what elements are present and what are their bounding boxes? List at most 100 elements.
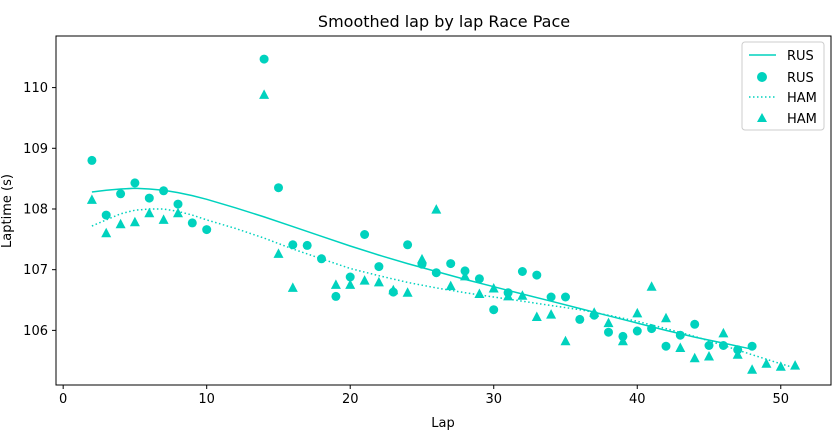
plot-area bbox=[86, 54, 801, 374]
ham-lap-point bbox=[460, 270, 470, 281]
legend-rus-marker-label: RUS bbox=[787, 71, 814, 86]
rus-lap-point bbox=[288, 240, 298, 250]
rus-lap-point bbox=[259, 54, 269, 64]
rus-lap-point bbox=[87, 155, 97, 165]
rus-lap-point bbox=[159, 186, 169, 196]
ham-lap-point bbox=[129, 216, 140, 227]
rus-lap-point bbox=[202, 225, 212, 235]
ham-lap-point bbox=[86, 194, 97, 204]
rus-lap-point bbox=[661, 341, 671, 351]
ham-lap-point bbox=[144, 207, 155, 218]
x-tick-label: 40 bbox=[629, 392, 646, 407]
ham-lap-point bbox=[790, 360, 801, 370]
rus-lap-point bbox=[116, 189, 126, 199]
rus-lap-point bbox=[101, 210, 111, 220]
x-tick-label: 20 bbox=[342, 392, 359, 407]
ham-lap-point bbox=[747, 364, 758, 374]
rus-lap-point bbox=[144, 193, 154, 203]
rus-lap-point bbox=[632, 326, 642, 336]
legend-box bbox=[741, 41, 825, 131]
ham-lap-point bbox=[373, 276, 384, 287]
ham-lap-point bbox=[646, 281, 657, 291]
ham-lap-point bbox=[417, 253, 427, 264]
rus-lap-point bbox=[675, 330, 685, 340]
legend-ham-line-label: HAM bbox=[787, 91, 817, 106]
ham-lap-point bbox=[445, 280, 456, 291]
x-tick-label: 50 bbox=[772, 392, 789, 407]
rus-lap-point bbox=[403, 240, 413, 250]
rus-lap-point bbox=[345, 272, 355, 282]
rus-lap-point bbox=[704, 341, 714, 350]
legend: RUS RUS HAM HAM bbox=[741, 41, 825, 131]
rus-lap-point bbox=[331, 291, 341, 301]
rus-lap-point bbox=[187, 218, 197, 228]
rus-lap-point bbox=[647, 324, 657, 334]
ham-lap-point bbox=[431, 204, 442, 214]
ham-lap-point bbox=[287, 282, 298, 292]
x-axis: 0 10 20 30 40 50 bbox=[59, 385, 789, 407]
rus-lap-point bbox=[360, 230, 370, 239]
rus-lap-point bbox=[489, 305, 499, 315]
y-tick-label: 109 bbox=[23, 142, 48, 157]
y-tick-label: 108 bbox=[23, 202, 48, 217]
ham-lap-point bbox=[689, 352, 700, 363]
rus-lap-point bbox=[747, 341, 757, 351]
y-axis: 106 107 108 109 110 bbox=[23, 81, 56, 339]
ham-lap-point bbox=[330, 279, 341, 289]
x-tick-label: 30 bbox=[485, 392, 502, 407]
ham-lap-point bbox=[115, 218, 126, 229]
legend-ham-marker-label: HAM bbox=[787, 112, 817, 127]
ham-lap-point bbox=[158, 214, 169, 224]
chart-title: Smoothed lap by lap Race Pace bbox=[318, 12, 570, 31]
legend-rus-marker-swatch bbox=[757, 72, 767, 82]
rus-lap-point bbox=[474, 274, 484, 284]
rus-lap-point bbox=[431, 268, 441, 278]
ham-lap-point bbox=[173, 207, 183, 218]
rus-lap-point bbox=[517, 267, 527, 276]
legend-rus-line-label: RUS bbox=[787, 49, 814, 64]
rus-lap-point bbox=[532, 270, 542, 280]
ham-lap-point bbox=[589, 307, 600, 317]
rus-smoothed-line bbox=[91, 187, 753, 350]
rus-lap-point bbox=[690, 319, 700, 329]
ham-lap-point bbox=[560, 335, 571, 346]
rus-lap-point bbox=[575, 314, 585, 324]
ham-lap-point bbox=[388, 284, 399, 295]
ham-lap-point bbox=[359, 275, 370, 285]
plot-frame bbox=[55, 35, 832, 386]
rus-lap-point bbox=[604, 327, 613, 337]
ham-lap-point bbox=[661, 312, 671, 323]
y-tick-label: 107 bbox=[23, 263, 48, 278]
legend-ham-marker-swatch bbox=[757, 113, 767, 122]
ham-lap-point bbox=[675, 342, 686, 352]
ham-lap-point bbox=[259, 89, 270, 99]
ham-lap-point bbox=[402, 287, 413, 297]
ham-smoothed-line bbox=[91, 208, 796, 369]
y-axis-label: Laptime (s) bbox=[0, 174, 15, 248]
ham-lap-point bbox=[503, 290, 514, 301]
rus-lap-point bbox=[302, 240, 312, 250]
rus-lap-point bbox=[130, 178, 140, 188]
ham-lap-point bbox=[546, 309, 557, 319]
rus-lap-point bbox=[374, 262, 384, 272]
rus-lap-point bbox=[446, 259, 456, 269]
x-tick-label: 0 bbox=[59, 392, 67, 407]
rus-lap-point bbox=[546, 292, 556, 302]
ham-lap-point bbox=[775, 361, 786, 371]
ham-lap-point bbox=[474, 288, 485, 298]
y-tick-label: 110 bbox=[23, 81, 48, 96]
ham-lap-point bbox=[531, 311, 542, 321]
ham-lap-point bbox=[718, 327, 729, 338]
rus-lap-point bbox=[274, 183, 283, 193]
x-tick-label: 10 bbox=[198, 392, 215, 407]
ham-lap-point bbox=[617, 335, 628, 346]
ham-lap-point bbox=[632, 307, 643, 318]
ham-lap-point bbox=[732, 349, 743, 359]
y-tick-label: 106 bbox=[23, 324, 48, 339]
ham-lap-point bbox=[704, 351, 714, 361]
ham-lap-point bbox=[761, 358, 772, 368]
x-axis-label: Lap bbox=[431, 416, 454, 431]
ham-lap-point bbox=[273, 248, 284, 258]
ham-lap-point bbox=[101, 227, 112, 238]
rus-lap-point bbox=[561, 292, 570, 302]
